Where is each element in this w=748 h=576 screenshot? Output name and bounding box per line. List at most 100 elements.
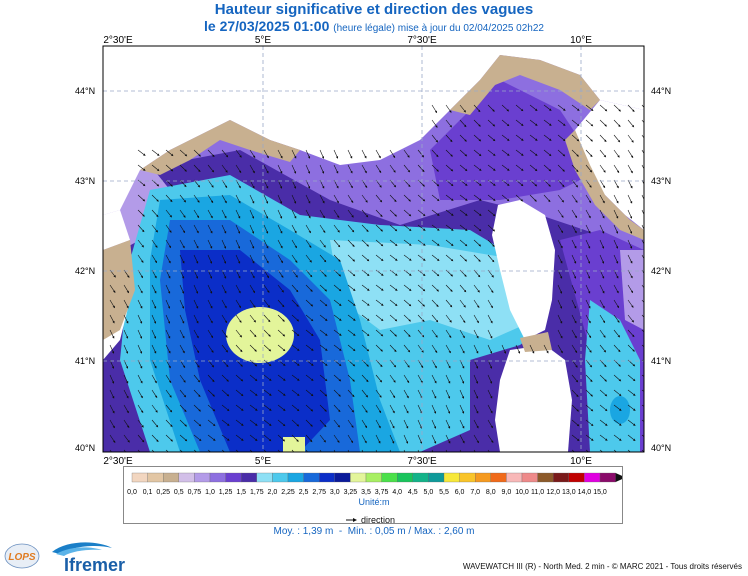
direction-arrow (151, 299, 157, 309)
direction-arrow (445, 374, 451, 384)
direction-arrow (221, 419, 230, 426)
direction-arrow (165, 194, 173, 203)
direction-arrow (613, 299, 620, 309)
direction-arrow (277, 194, 283, 204)
direction-arrow (319, 254, 327, 263)
direction-arrow (641, 254, 644, 260)
direction-arrow (235, 374, 244, 382)
direction-arrow (375, 284, 384, 291)
direction-arrow (179, 389, 187, 398)
direction-arrow (193, 389, 201, 398)
direction-arrow (235, 389, 244, 397)
direction-arrow (263, 329, 271, 337)
direction-arrow (641, 374, 644, 377)
direction-arrow (501, 119, 510, 127)
direction-arrow (319, 284, 328, 292)
direction-arrow (375, 254, 384, 262)
direction-arrow (585, 209, 591, 219)
direction-arrow (389, 434, 395, 444)
direction-arrow (403, 389, 409, 399)
direction-arrow (627, 164, 633, 174)
direction-arrow (417, 209, 426, 217)
direction-arrow (487, 239, 495, 247)
direction-arrow (207, 449, 212, 452)
direction-arrow (221, 209, 227, 219)
direction-arrow (249, 224, 255, 234)
direction-arrow (599, 404, 608, 412)
direction-arrow (585, 434, 594, 441)
direction-arrow (109, 374, 115, 384)
direction-arrow (137, 224, 145, 233)
direction-arrow (445, 449, 448, 452)
direction-arrow (459, 119, 467, 128)
direction-arrow (627, 134, 634, 143)
direction-arrow (277, 164, 283, 174)
direction-arrow (613, 314, 620, 323)
direction-arrow (529, 164, 538, 172)
direction-arrow (305, 299, 314, 307)
direction-arrow (627, 344, 635, 352)
direction-arrow (403, 239, 412, 246)
direction-arrow (319, 419, 327, 428)
direction-arrow (179, 149, 188, 157)
direction-arrow (165, 404, 173, 413)
direction-arrow (193, 284, 199, 294)
direction-arrow (291, 194, 297, 204)
direction-arrow (361, 314, 370, 321)
direction-arrow (207, 284, 213, 294)
legend-swatch (350, 472, 367, 483)
direction-arrow (459, 194, 468, 201)
direction-arrow (585, 449, 590, 452)
direction-arrow (263, 344, 272, 352)
direction-arrow (389, 224, 398, 232)
legend-level-label: 2,0 (268, 489, 278, 496)
lops-logo-text: LOPS (8, 552, 36, 563)
direction-arrow (571, 164, 579, 173)
direction-arrow (179, 434, 188, 442)
direction-arrow (487, 449, 490, 452)
direction-arrow (473, 419, 479, 429)
direction-arrow (375, 314, 384, 322)
direction-arrow (319, 209, 325, 219)
direction-arrow (389, 404, 395, 414)
direction-arrow (151, 284, 157, 294)
direction-arrow (445, 314, 452, 323)
direction-arrow (473, 374, 479, 384)
direction-arrow (249, 434, 258, 441)
legend-swatch (256, 472, 273, 483)
direction-arrow (431, 299, 439, 307)
direction-arrow (599, 254, 605, 264)
direction-arrow (249, 209, 255, 219)
direction-arrow (445, 434, 451, 444)
direction-arrow (165, 389, 172, 398)
direction-arrow (403, 434, 409, 444)
direction-arrow (347, 254, 356, 262)
direction-arrow (277, 284, 284, 293)
direction-arrow (291, 389, 300, 396)
direction-arrow (473, 314, 479, 324)
direction-arrow (277, 434, 286, 442)
direction-arrow (291, 449, 295, 452)
direction-arrow (347, 164, 353, 174)
direction-arrow (641, 449, 644, 452)
direction-arrow (431, 389, 437, 399)
legend-swatch (194, 472, 211, 483)
direction-arrow (641, 434, 644, 438)
direction-arrow (123, 419, 130, 429)
direction-arrow (277, 224, 283, 234)
stat-mean: Moy. : 1,39 m (273, 526, 334, 537)
direction-arrow (445, 164, 454, 172)
direction-arrow (417, 164, 425, 173)
direction-arrow (137, 164, 146, 171)
direction-arrow (333, 224, 340, 233)
direction-arrow (249, 374, 258, 382)
direction-arrow (417, 239, 426, 246)
direction-arrow (641, 134, 644, 139)
legend-level-label: 11,0 (531, 489, 544, 496)
legend-level-label: 15,0 (593, 489, 607, 496)
direction-arrow (473, 134, 482, 142)
direction-arrow (109, 449, 112, 452)
legend-level-label: 6,0 (455, 489, 465, 496)
direction-arrow (473, 209, 482, 216)
direction-arrow (417, 299, 425, 307)
